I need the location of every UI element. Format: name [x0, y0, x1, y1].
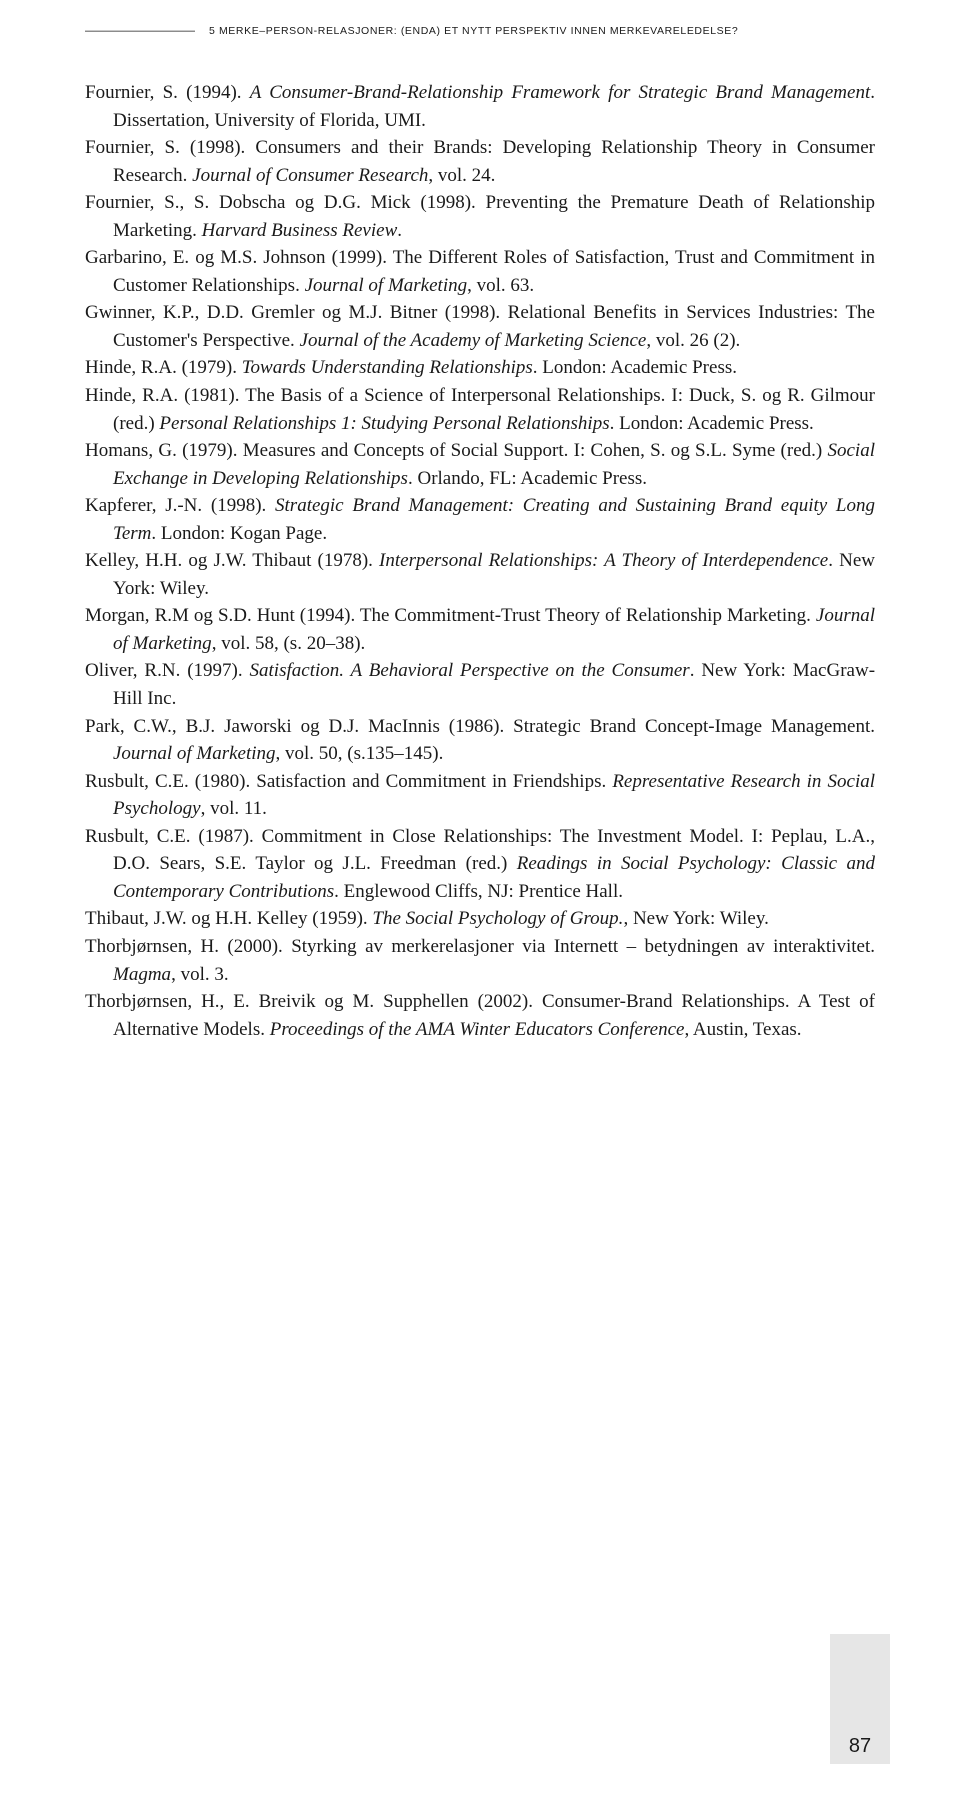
bib-italic-run: Interpersonal Relationships: A Theory of…: [379, 550, 828, 571]
bib-entry: Kelley, H.H. og J.W. Thibaut (1978). Int…: [85, 547, 875, 602]
bib-text-run: Morgan, R.M og S.D. Hunt (1994). The Com…: [85, 605, 816, 626]
bib-entry: Hinde, R.A. (1979). Towards Understandin…: [85, 354, 875, 382]
running-head-title: 5 MERKE–PERSON-RELASJONER: (ENDA) ET NYT…: [209, 25, 738, 37]
running-head: —————————— 5 MERKE–PERSON-RELASJONER: (E…: [85, 25, 875, 37]
bib-italic-run: Personal Relationships 1: Studying Perso…: [159, 413, 609, 434]
bib-entry: Fournier, S. (1994). A Consumer-Brand-Re…: [85, 79, 875, 134]
bib-italic-run: Journal of Marketing: [113, 743, 276, 764]
bib-text-run: Kelley, H.H. og J.W. Thibaut (1978).: [85, 550, 379, 571]
bib-text-run: Thibaut, J.W. og H.H. Kelley (1959).: [85, 908, 372, 929]
bib-text-run: Fournier, S. (1994).: [85, 82, 250, 103]
bib-entry: Rusbult, C.E. (1980). Satisfaction and C…: [85, 768, 875, 823]
bib-text-run: . London: Kogan Page.: [151, 523, 327, 544]
bib-text-run: , vol. 63.: [467, 275, 534, 296]
bibliography: Fournier, S. (1994). A Consumer-Brand-Re…: [85, 79, 875, 1043]
bib-text-run: Kapferer, J.-N. (1998).: [85, 495, 275, 516]
bib-text-run: .: [397, 220, 402, 241]
bib-text-run: . Englewood Cliffs, NJ: Prentice Hall.: [334, 881, 623, 902]
bib-entry: Thibaut, J.W. og H.H. Kelley (1959). The…: [85, 905, 875, 933]
bib-text-run: Hinde, R.A. (1979).: [85, 357, 242, 378]
bib-entry: Garbarino, E. og M.S. Johnson (1999). Th…: [85, 244, 875, 299]
bib-text-run: , vol. 11.: [201, 798, 267, 819]
bib-text-run: Park, C.W., B.J. Jaworski og D.J. MacInn…: [85, 716, 875, 737]
bib-entry: Rusbult, C.E. (1987). Commitment in Clos…: [85, 823, 875, 906]
bib-entry: Fournier, S. (1998). Consumers and their…: [85, 134, 875, 189]
page-number-box: 87: [830, 1634, 890, 1764]
bib-italic-run: Proceedings of the AMA Winter Educators …: [270, 1019, 685, 1040]
bib-entry: Thorbjørnsen, H. (2000). Styrking av mer…: [85, 933, 875, 988]
bib-text-run: Rusbult, C.E. (1980). Satisfaction and C…: [85, 771, 612, 792]
bib-entry: Homans, G. (1979). Measures and Concepts…: [85, 437, 875, 492]
bib-text-run: Homans, G. (1979). Measures and Concepts…: [85, 440, 828, 461]
bib-text-run: , vol. 58, (s. 20–38).: [212, 633, 366, 654]
bib-entry: Thorbjørnsen, H., E. Breivik og M. Supph…: [85, 988, 875, 1043]
bib-text-run: , vol. 26 (2).: [646, 330, 740, 351]
bib-entry: Hinde, R.A. (1981). The Basis of a Scien…: [85, 382, 875, 437]
bib-entry: Park, C.W., B.J. Jaworski og D.J. MacInn…: [85, 713, 875, 768]
bib-text-run: . Orlando, FL: Academic Press.: [408, 468, 647, 489]
bib-text-run: Oliver, R.N. (1997).: [85, 660, 250, 681]
bib-text-run: Thorbjørnsen, H. (2000). Styrking av mer…: [85, 936, 875, 957]
bib-text-run: , vol. 3.: [171, 964, 229, 985]
bib-italic-run: Journal of Marketing: [305, 275, 468, 296]
bib-entry: Fournier, S., S. Dobscha og D.G. Mick (1…: [85, 189, 875, 244]
running-head-dashes: ——————————: [85, 25, 195, 37]
bib-text-run: . London: Academic Press.: [533, 357, 737, 378]
bib-italic-run: Journal of the Academy of Marketing Scie…: [300, 330, 647, 351]
bib-entry: Gwinner, K.P., D.D. Gremler og M.J. Bitn…: [85, 299, 875, 354]
bib-text-run: , New York: Wiley.: [623, 908, 768, 929]
bib-italic-run: The Social Psychology of Group.: [372, 908, 623, 929]
bib-italic-run: Magma: [113, 964, 171, 985]
bib-italic-run: Towards Understanding Relationships: [242, 357, 533, 378]
bib-text-run: , vol. 24.: [428, 165, 495, 186]
bib-text-run: . London: Academic Press.: [610, 413, 814, 434]
bib-italic-run: Journal of Consumer Research: [192, 165, 428, 186]
bib-italic-run: A Consumer-Brand-Relationship Framework …: [250, 82, 871, 103]
bib-text-run: , vol. 50, (s.135–145).: [276, 743, 444, 764]
bib-italic-run: Harvard Business Review: [202, 220, 398, 241]
bib-entry: Oliver, R.N. (1997). Satisfaction. A Beh…: [85, 657, 875, 712]
page-number: 87: [849, 1735, 871, 1758]
bib-entry: Kapferer, J.-N. (1998). Strategic Brand …: [85, 492, 875, 547]
bib-text-run: , Austin, Texas.: [684, 1019, 801, 1040]
bib-entry: Morgan, R.M og S.D. Hunt (1994). The Com…: [85, 602, 875, 657]
bib-italic-run: Satisfaction. A Behavioral Perspective o…: [250, 660, 690, 681]
